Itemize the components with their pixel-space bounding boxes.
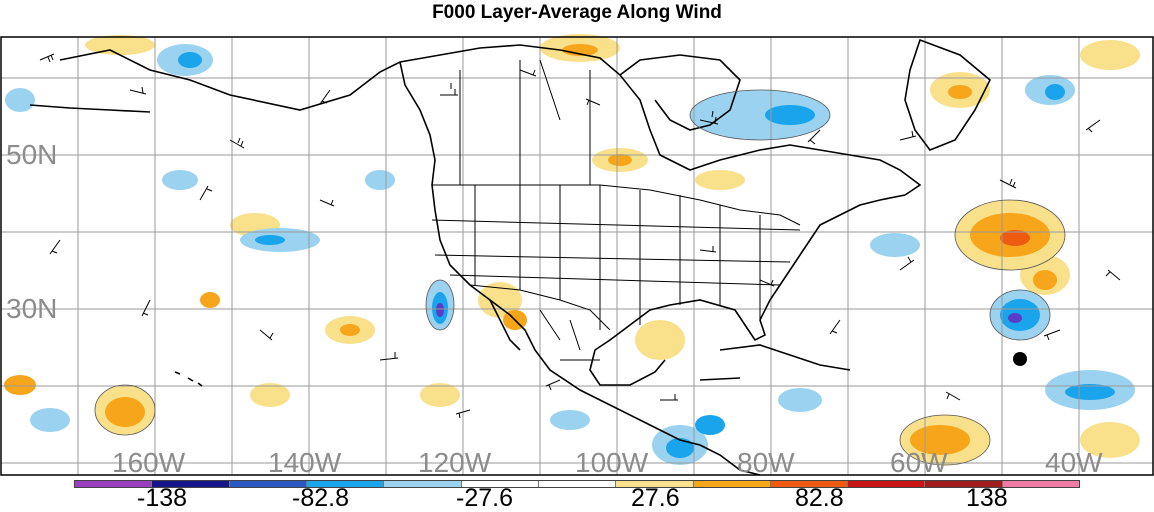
contour-lines [94, 89, 1066, 466]
colorbar-swatch [228, 481, 306, 487]
lon-label-60w: 60W [890, 447, 948, 478]
map-title: F000 Layer-Average Along Wind [432, 2, 722, 23]
colorbar-swatch [692, 481, 770, 487]
lon-label-120w: 120W [418, 447, 492, 478]
colorbar-swatch [460, 481, 538, 487]
lon-label-100w: 100W [575, 447, 649, 478]
colorbar-label: -82.8 [292, 484, 349, 512]
lon-label-80w: 80W [737, 447, 795, 478]
colorbar-label: -27.6 [456, 484, 513, 512]
colorbar-swatch [151, 481, 229, 487]
map-background [1, 37, 1153, 475]
political-boundaries [431, 59, 801, 361]
colorbar-swatch [1001, 481, 1080, 487]
lon-label-160w: 160W [112, 447, 186, 478]
colorbar [74, 480, 1080, 488]
lat-label-30n: 30N [6, 293, 58, 324]
lat-lon-grid [1, 37, 1153, 475]
lat-label-50n: 50N [6, 139, 58, 170]
colorbar-swatch [305, 481, 384, 487]
colorbar-swatch [75, 481, 152, 487]
weather-map [0, 34, 1154, 476]
storm-marker [1013, 352, 1027, 366]
colorbar-swatch [537, 481, 616, 487]
coastlines [29, 38, 991, 476]
colorbar-label: -138 [137, 484, 188, 512]
anomaly-shading [4, 34, 1140, 465]
map-frame [0, 36, 1154, 476]
lon-label-140w: 140W [268, 447, 342, 478]
colorbar-label: 82.8 [795, 484, 844, 512]
colorbar-swatch [615, 481, 693, 487]
colorbar-swatch [847, 481, 925, 487]
colorbar-swatch [769, 481, 848, 487]
colorbar-swatch [924, 481, 1002, 487]
wind-barbs [39, 53, 1121, 419]
lon-label-40w: 40W [1045, 447, 1103, 478]
colorbar-label: 27.6 [631, 484, 680, 512]
colorbar-swatch [383, 481, 461, 487]
colorbar-label: 138 [966, 484, 1008, 512]
